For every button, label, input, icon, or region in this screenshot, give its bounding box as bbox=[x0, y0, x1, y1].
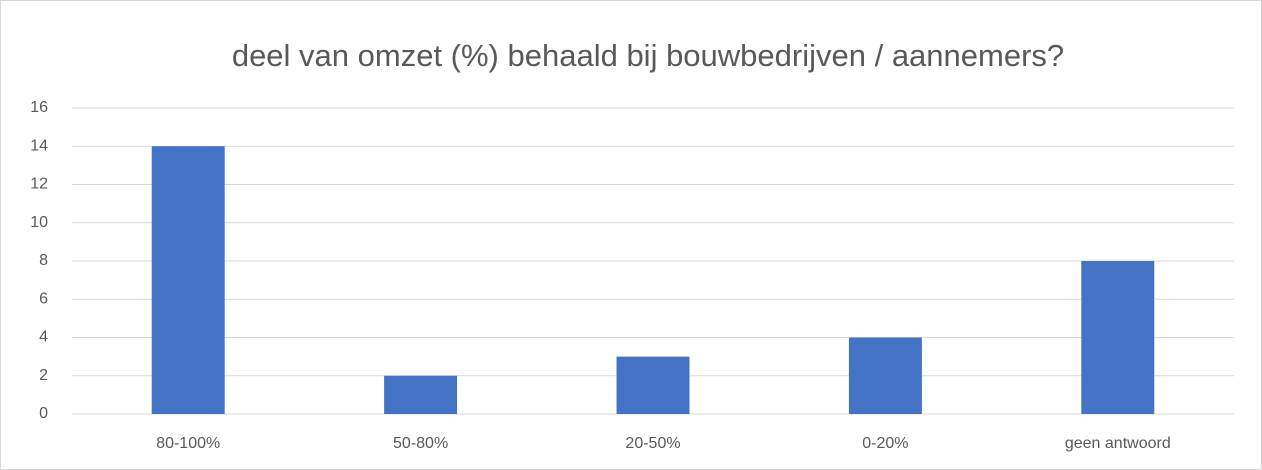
y-tick-label: 10 bbox=[30, 214, 48, 231]
bar bbox=[384, 375, 458, 414]
bar bbox=[616, 356, 690, 414]
y-tick-label: 12 bbox=[30, 176, 48, 193]
bar bbox=[1081, 261, 1155, 414]
x-tick-label: 0-20% bbox=[862, 435, 908, 452]
y-tick-label: 14 bbox=[30, 137, 48, 154]
y-tick-label: 4 bbox=[39, 329, 48, 346]
x-tick-label: 20-50% bbox=[625, 435, 680, 452]
bar bbox=[151, 146, 225, 414]
x-tick-label: geen antwoord bbox=[1065, 435, 1171, 452]
y-tick-label: 6 bbox=[39, 290, 48, 307]
y-tick-label: 16 bbox=[30, 99, 48, 116]
bar bbox=[848, 337, 922, 414]
y-tick-label: 2 bbox=[39, 367, 48, 384]
y-tick-label: 0 bbox=[39, 405, 48, 422]
x-tick-label: 80-100% bbox=[156, 435, 220, 452]
y-tick-label: 8 bbox=[39, 252, 48, 269]
chart-title: deel van omzet (%) behaald bij bouwbedri… bbox=[232, 38, 1064, 73]
x-tick-label: 50-80% bbox=[393, 435, 448, 452]
